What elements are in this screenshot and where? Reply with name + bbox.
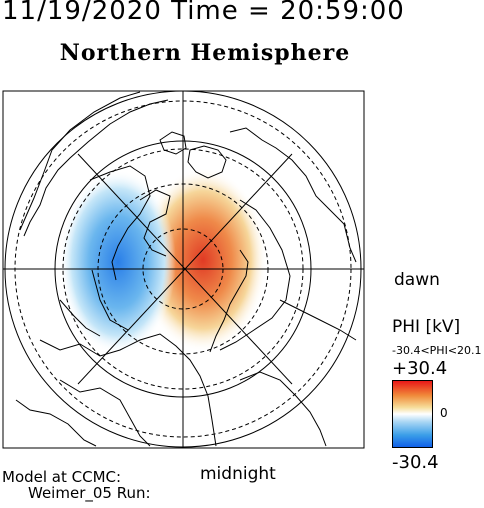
run-label: Weimer_05 Run: bbox=[28, 484, 151, 502]
legend-title: PHI [kV] bbox=[392, 317, 461, 337]
positive-potential-cell bbox=[139, 168, 267, 352]
legend-zero-label: 0 bbox=[440, 406, 448, 420]
hemisphere-title: Northern Hemisphere bbox=[59, 40, 351, 66]
graticule bbox=[3, 91, 364, 448]
legend-min-label: -30.4 bbox=[392, 452, 439, 473]
model-label: Model at CCMC: bbox=[2, 468, 122, 486]
dawn-label: dawn bbox=[394, 270, 440, 290]
datetime-header: 11/19/2020 Time = 20:59:00 bbox=[2, 0, 405, 26]
coastlines bbox=[15, 91, 357, 447]
legend-colorbar bbox=[392, 380, 433, 448]
legend-max-label: +30.4 bbox=[392, 358, 448, 379]
plot-frame bbox=[2, 90, 365, 449]
midnight-label: midnight bbox=[200, 464, 276, 484]
legend-range: -30.4<PHI<20.1 bbox=[392, 344, 482, 357]
negative-potential-cell bbox=[60, 170, 176, 354]
